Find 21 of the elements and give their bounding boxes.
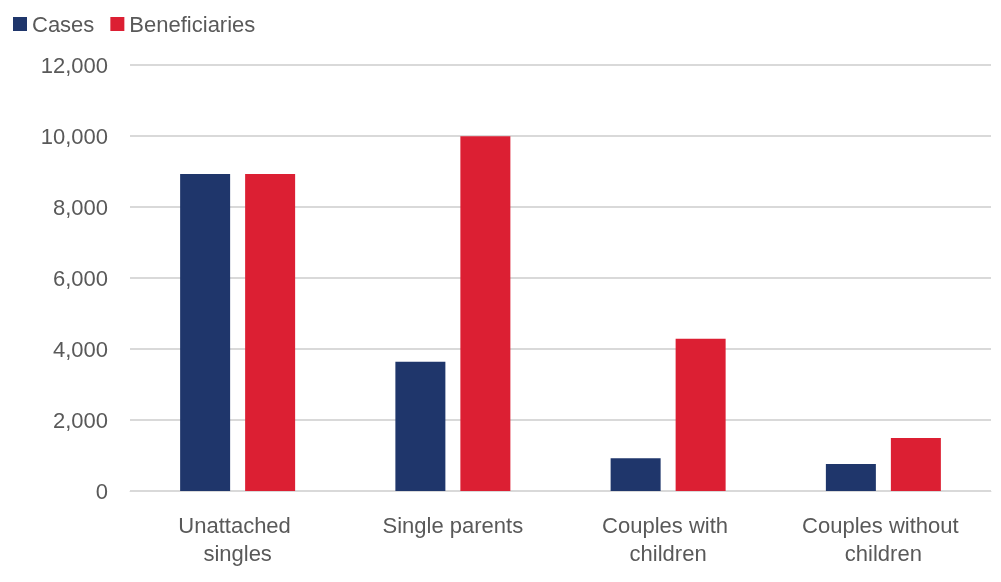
x-tick-label: Couples with children: [602, 512, 735, 566]
legend-label: Cases: [32, 11, 95, 37]
bar: [825, 464, 876, 491]
y-tick-label: 12,000: [40, 52, 108, 78]
x-tick-label: Couples without children: [802, 512, 965, 566]
y-tick-label: 8,000: [52, 194, 108, 220]
bar: [610, 458, 661, 491]
bar: [395, 361, 446, 491]
bar: [245, 173, 296, 491]
bar: [675, 338, 726, 491]
bar: [460, 136, 511, 491]
bar: [890, 438, 941, 491]
bar: [180, 173, 231, 491]
legend-label: Beneficiaries: [129, 11, 256, 37]
y-tick-label: 10,000: [40, 123, 108, 149]
y-tick-label: 0: [95, 478, 108, 504]
y-tick-label: 4,000: [52, 336, 108, 362]
y-tick-label: 2,000: [52, 407, 108, 433]
x-tick-label: Unattached singles: [178, 512, 297, 566]
x-tick-label: Single parents: [382, 512, 524, 538]
y-tick-label: 6,000: [52, 265, 108, 291]
